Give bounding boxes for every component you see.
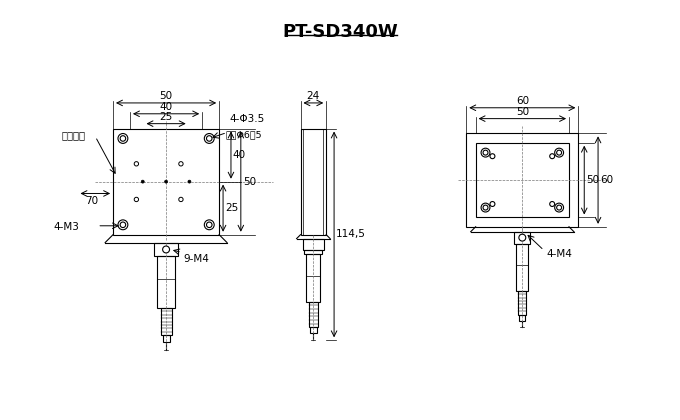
Circle shape — [179, 162, 183, 166]
Circle shape — [120, 136, 126, 141]
Text: 25: 25 — [225, 203, 238, 213]
Text: 40: 40 — [233, 150, 246, 160]
Bar — [310, 328, 317, 333]
Circle shape — [555, 203, 564, 212]
Circle shape — [179, 197, 183, 202]
Text: 114,5: 114,5 — [336, 229, 366, 239]
Text: 4-Φ3.5: 4-Φ3.5 — [229, 114, 265, 123]
Bar — [160, 308, 171, 335]
Bar — [515, 232, 530, 244]
Circle shape — [163, 246, 169, 253]
Text: 50: 50 — [160, 91, 173, 101]
Text: 9-M4: 9-M4 — [184, 255, 209, 265]
Circle shape — [120, 222, 126, 228]
Text: 摆动中心: 摆动中心 — [62, 131, 86, 141]
Text: 4-M3: 4-M3 — [54, 222, 80, 232]
Bar — [113, 129, 219, 235]
Text: 60: 60 — [600, 175, 613, 185]
Bar — [466, 134, 578, 227]
Bar — [163, 335, 169, 342]
Text: 4-M4: 4-M4 — [546, 249, 572, 260]
Circle shape — [207, 222, 212, 228]
Circle shape — [555, 148, 564, 157]
Text: 25: 25 — [159, 112, 173, 122]
Circle shape — [165, 180, 167, 183]
Bar — [520, 315, 525, 320]
Circle shape — [134, 197, 139, 202]
Circle shape — [549, 154, 555, 159]
Text: PT-SD340W: PT-SD340W — [282, 23, 398, 40]
Text: 60: 60 — [515, 96, 529, 106]
Bar — [154, 243, 178, 256]
Circle shape — [118, 134, 128, 143]
Bar — [518, 291, 526, 315]
Bar — [475, 143, 569, 218]
Circle shape — [188, 180, 191, 183]
Circle shape — [204, 220, 214, 230]
Text: 50: 50 — [515, 107, 529, 117]
Bar — [303, 239, 324, 250]
Text: 50: 50 — [586, 175, 599, 185]
Circle shape — [490, 202, 495, 207]
Bar — [301, 129, 326, 235]
Circle shape — [118, 220, 128, 230]
Circle shape — [490, 154, 495, 159]
Circle shape — [204, 134, 214, 143]
Bar — [516, 244, 528, 291]
Text: 50: 50 — [243, 177, 256, 186]
Circle shape — [481, 148, 490, 157]
Circle shape — [549, 202, 555, 207]
Text: 24: 24 — [307, 91, 320, 101]
Circle shape — [207, 136, 212, 141]
Bar — [309, 302, 318, 328]
Bar — [307, 255, 320, 302]
Circle shape — [519, 234, 526, 241]
Text: 70: 70 — [85, 197, 98, 207]
Circle shape — [134, 162, 139, 166]
Bar — [305, 250, 322, 255]
Bar — [157, 256, 175, 308]
Text: 沉孔Φ6深5: 沉孔Φ6深5 — [225, 131, 262, 139]
Circle shape — [481, 203, 490, 212]
Text: 40: 40 — [160, 102, 173, 112]
Circle shape — [141, 180, 144, 183]
